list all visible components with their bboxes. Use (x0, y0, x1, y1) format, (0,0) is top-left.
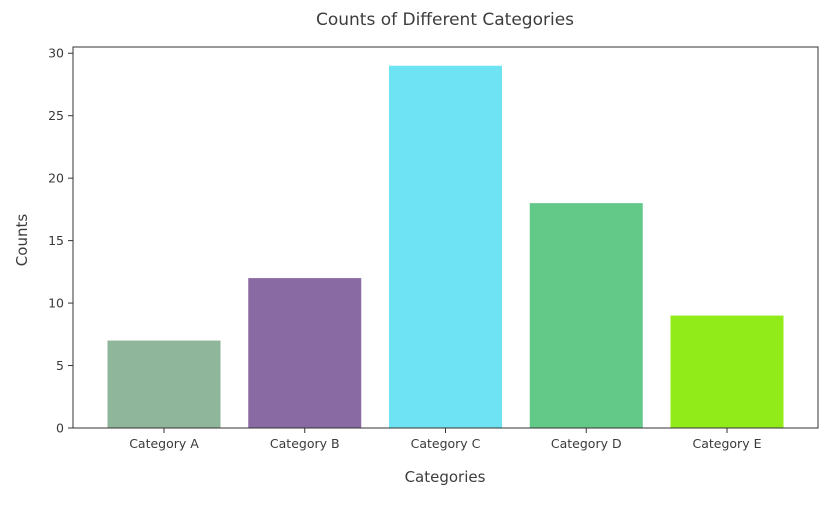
y-tick-label: 10 (48, 296, 64, 311)
x-ticks-group: Category A Category B Category C Category D… (129, 428, 762, 451)
y-tick-label: 5 (56, 358, 64, 373)
x-tick-label: Category D (551, 436, 622, 451)
x-tick-label: Category B (270, 436, 340, 451)
bar-category-c (389, 65, 502, 428)
y-axis-label: Counts (13, 214, 31, 267)
y-tick-label: 20 (48, 171, 64, 186)
bar-category-b (248, 278, 362, 428)
x-tick-label: Category E (693, 436, 762, 451)
y-tick-label: 15 (48, 233, 64, 248)
y-tick-label: 25 (48, 108, 64, 123)
x-tick-label: Category C (411, 436, 481, 451)
plot-frame (72, 46, 819, 429)
bar-category-a (107, 340, 221, 428)
bar-category-e (670, 315, 784, 428)
y-tick-label: 30 (48, 46, 64, 61)
chart-title: Counts of Different Categories (316, 10, 574, 30)
y-tick-label: 0 (56, 421, 64, 436)
x-tick-label: Category A (129, 436, 199, 451)
bar-category-d (529, 203, 643, 428)
x-axis-label: Categories (405, 468, 486, 486)
y-ticks-group: 0 5 10 15 20 25 30 (48, 46, 73, 436)
bars-group (107, 65, 784, 428)
